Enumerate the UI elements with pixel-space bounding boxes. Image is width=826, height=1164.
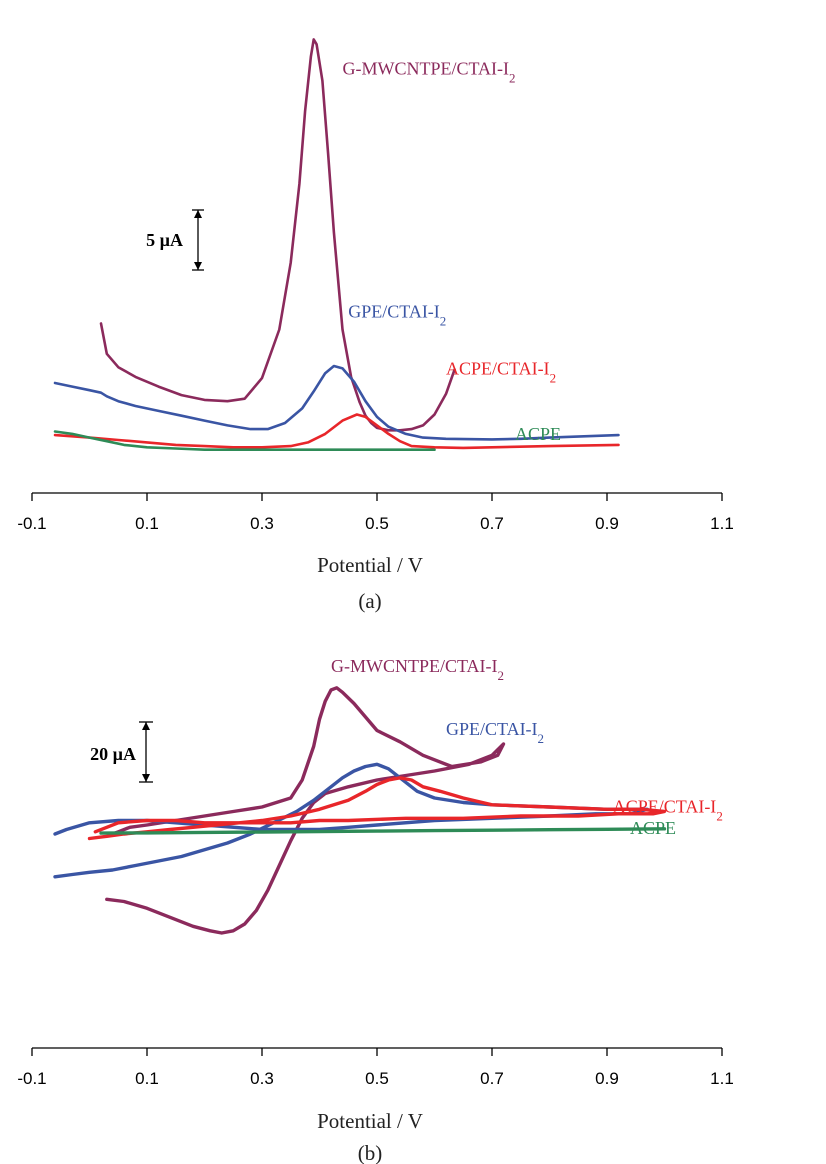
- x-ticks-a: -0.1 0.1 0.3 0.5 0.7 0.9 1.1: [17, 493, 734, 533]
- x-tick-label-b-2: 0.3: [250, 1069, 274, 1088]
- scale-bar-a-label: 5 µA: [146, 230, 183, 250]
- x-tick-label-b-6: 1.1: [710, 1069, 734, 1088]
- x-tick-label-b-3: 0.5: [365, 1069, 389, 1088]
- series-label-a-1: GPE/CTAI-I2: [348, 301, 446, 328]
- series-label-a-2: ACPE/CTAI-I2: [446, 358, 556, 385]
- x-axis-label-b: Potential / V: [317, 1109, 423, 1133]
- x-tick-label-b-5: 0.9: [595, 1069, 619, 1088]
- curves-b: [53, 686, 667, 935]
- series-label-b-3: ACPE: [630, 818, 676, 838]
- series-labels-b: G-MWCNTPE/CTAI-I2GPE/CTAI-I2ACPE/CTAI-I2…: [331, 656, 723, 838]
- scale-bar-b: 20 µA: [90, 721, 153, 783]
- x-ticks-b: -0.1 0.1 0.3 0.5 0.7 0.9 1.1: [17, 1048, 734, 1088]
- series-line-a-1: [53, 364, 620, 441]
- series-line-b-1: [53, 762, 649, 879]
- scale-bar-b-label: 20 µA: [90, 744, 136, 764]
- scale-bar-a-arrow-up: [194, 210, 202, 218]
- series-labels-a: G-MWCNTPE/CTAI-I2 GPE/CTAI-I2 ACPE/CTAI-I2…: [343, 59, 562, 444]
- curves-a: [53, 38, 620, 451]
- x-tick-label-a-1: 0.1: [135, 514, 159, 533]
- x-axis-label-a: Potential / V: [317, 553, 423, 577]
- x-tick-label-a-4: 0.7: [480, 514, 504, 533]
- x-tick-label-b-4: 0.7: [480, 1069, 504, 1088]
- series-label-b-0: G-MWCNTPE/CTAI-I2: [331, 656, 504, 683]
- scale-bar-a-arrow-down: [194, 262, 202, 270]
- x-tick-label-a-0: -0.1: [17, 514, 46, 533]
- x-tick-label-a-6: 1.1: [710, 514, 734, 533]
- scale-bar-b-arrow-down: [142, 774, 150, 782]
- series-line-b-0: [105, 686, 506, 935]
- scale-bar-b-arrow-up: [142, 722, 150, 730]
- series-line-a-2: [53, 413, 620, 450]
- x-tick-label-a-3: 0.5: [365, 514, 389, 533]
- panel-label-a: (a): [358, 589, 381, 613]
- x-tick-label-b-0: -0.1: [17, 1069, 46, 1088]
- series-line-b-3: [99, 827, 667, 835]
- x-tick-label-a-2: 0.3: [250, 514, 274, 533]
- scale-bar-a: 5 µA: [146, 209, 204, 271]
- series-label-a-3: ACPE: [515, 424, 561, 444]
- series-label-a-0: G-MWCNTPE/CTAI-I2: [343, 59, 516, 86]
- x-tick-label-a-5: 0.9: [595, 514, 619, 533]
- panel-a: -0.1 0.1 0.3 0.5 0.7 0.9 1.1 G-MWCNTPE/CTAI-I2…: [17, 38, 734, 613]
- series-line-b-2: [87, 776, 667, 841]
- panel-b: -0.1 0.1 0.3 0.5 0.7 0.9 1.1 G-MWCNTPE/CTAI-I2…: [17, 656, 733, 1164]
- x-tick-label-b-1: 0.1: [135, 1069, 159, 1088]
- series-line-a-3: [53, 430, 436, 451]
- panel-label-b: (b): [358, 1141, 383, 1164]
- series-label-b-1: GPE/CTAI-I2: [446, 719, 544, 746]
